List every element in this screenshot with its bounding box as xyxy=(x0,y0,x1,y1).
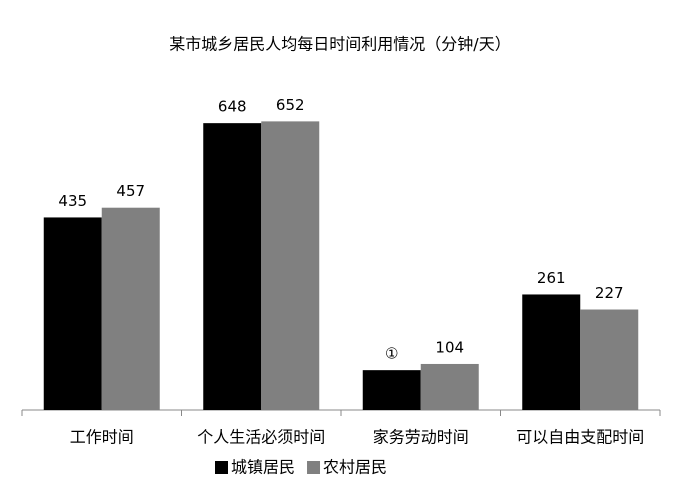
value-label: ① xyxy=(385,345,398,363)
bar xyxy=(522,294,581,410)
bar xyxy=(101,207,160,410)
bar xyxy=(261,121,320,410)
bar xyxy=(203,123,262,410)
legend-swatch xyxy=(307,461,321,474)
value-label: 652 xyxy=(276,96,305,114)
legend-label: 农村居民 xyxy=(323,458,387,477)
chart-title: 某市城乡居民人均每日时间利用情况（分钟/天） xyxy=(169,35,510,54)
value-label: 648 xyxy=(218,98,247,116)
bar xyxy=(580,309,639,410)
value-label: 457 xyxy=(116,182,145,200)
value-label: 435 xyxy=(58,192,87,210)
bar xyxy=(43,217,102,410)
x-tick-label: 工作时间 xyxy=(70,428,134,447)
value-label: 227 xyxy=(595,284,624,302)
bar xyxy=(420,363,479,410)
value-label: 104 xyxy=(435,338,464,356)
x-tick-label: 可以自由支配时间 xyxy=(516,428,644,447)
bar xyxy=(362,370,421,410)
x-tick-label: 个人生活必须时间 xyxy=(197,428,325,447)
legend-label: 城镇居民 xyxy=(231,458,295,477)
value-label: 261 xyxy=(537,269,566,287)
legend-swatch xyxy=(215,461,228,474)
x-tick-label: 家务劳动时间 xyxy=(373,428,469,447)
